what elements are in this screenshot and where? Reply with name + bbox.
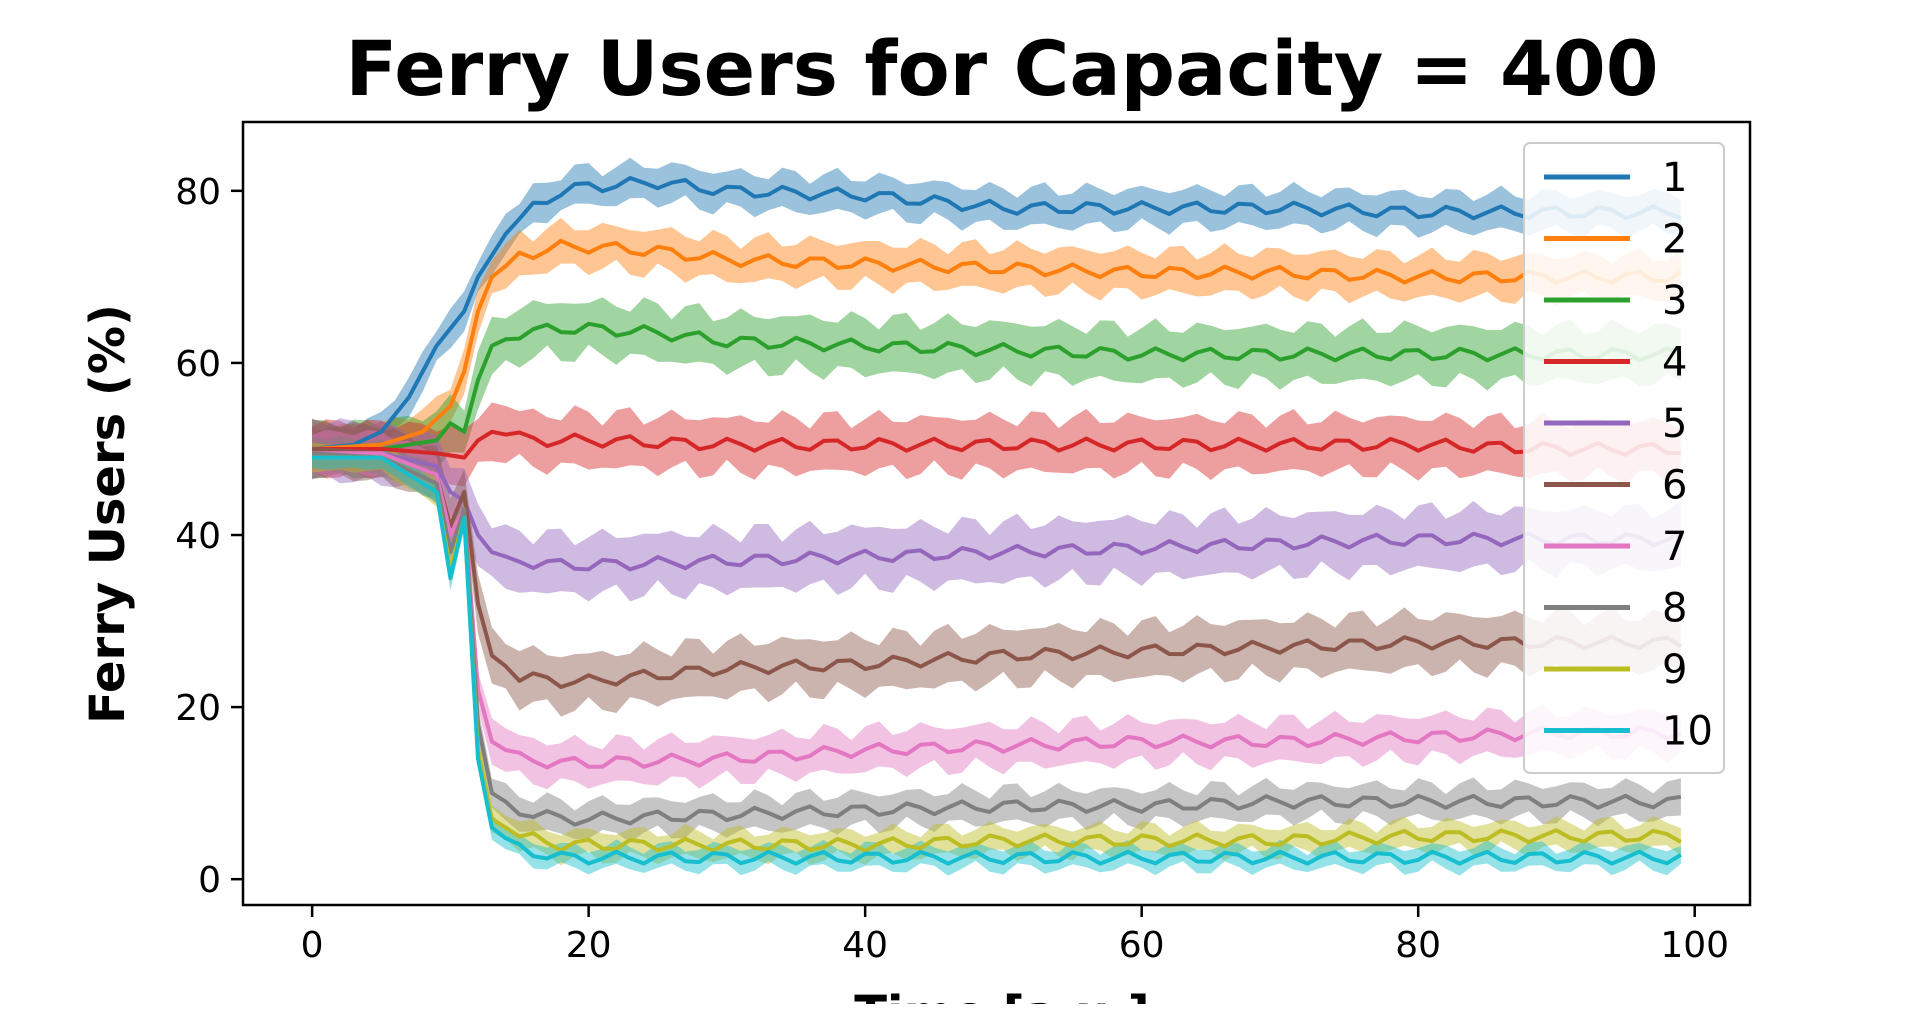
x-tick-label: 40 (842, 925, 888, 966)
series-line-1 (311, 176, 1682, 451)
series-line-2 (311, 238, 1682, 451)
series-line-7 (312, 451, 1682, 770)
series-line-6 (311, 447, 1682, 689)
x-axis-label: Time [a.u.] (854, 986, 1149, 1004)
x-tick-label: 60 (1119, 925, 1165, 966)
legend-label-10: 10 (1662, 709, 1713, 755)
y-axis-ticks: 0 20 40 60 80 (175, 172, 243, 901)
legend-label-5: 5 (1662, 401, 1687, 447)
series-lines (311, 176, 1682, 866)
legend-label-1: 1 (1662, 155, 1687, 201)
chart-title: Ferry Users for Capacity = 400 (345, 24, 1658, 113)
legend-label-6: 6 (1662, 463, 1687, 509)
y-tick-label: 0 (198, 860, 221, 901)
series-line-3 (312, 321, 1682, 451)
series-band-6 (312, 419, 1681, 717)
x-axis-ticks: 0 20 40 60 80 100 (301, 905, 1729, 966)
legend: 1 2 3 4 5 6 7 8 9 10 (1523, 142, 1725, 774)
legend-label-7: 7 (1662, 524, 1687, 570)
x-tick-label: 20 (566, 925, 612, 966)
x-tick-label: 80 (1395, 925, 1441, 966)
series-line-8 (311, 451, 1682, 827)
series-band-1 (312, 157, 1681, 468)
series-bands (312, 157, 1681, 876)
y-tick-label: 60 (175, 344, 221, 385)
series-band-2 (312, 217, 1681, 472)
plot-frame (241, 120, 1752, 907)
y-axis-label: Ferry Users (%) (80, 304, 136, 724)
series-line-9 (312, 455, 1682, 853)
series-band-8 (312, 436, 1681, 843)
legend-label-3: 3 (1662, 278, 1687, 324)
legend-label-9: 9 (1662, 647, 1687, 693)
x-tick-label: 100 (1660, 925, 1729, 966)
legend-label-8: 8 (1662, 586, 1687, 632)
legend-label-2: 2 (1662, 217, 1687, 263)
y-tick-label: 20 (175, 688, 221, 729)
series-line-4 (312, 429, 1681, 460)
series-band-5 (312, 418, 1681, 602)
legend-label-4: 4 (1662, 340, 1687, 386)
y-tick-label: 40 (175, 516, 221, 557)
series-line-5 (311, 447, 1682, 572)
y-tick-label: 80 (175, 172, 221, 213)
series-line-10 (312, 455, 1682, 866)
x-tick-label: 0 (301, 925, 324, 966)
series-band-3 (312, 297, 1681, 479)
